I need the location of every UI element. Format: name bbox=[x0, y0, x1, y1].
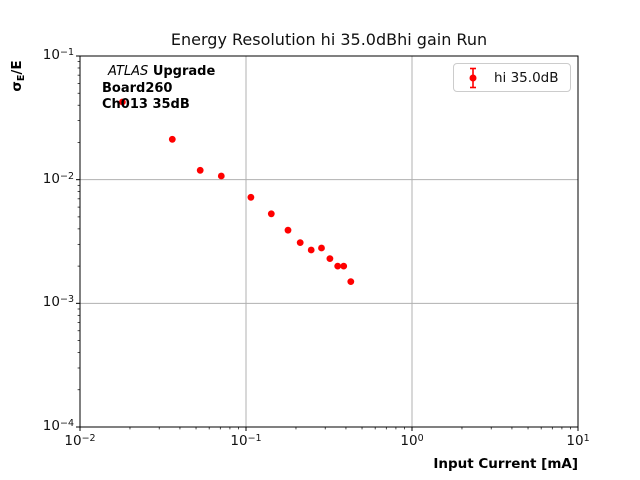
chart-title: Energy Resolution hi 35.0dBhi gain Run bbox=[170, 30, 488, 49]
data-point bbox=[196, 166, 204, 174]
data-point bbox=[217, 172, 225, 180]
y-axis-label: σE/E bbox=[9, 60, 27, 92]
data-point bbox=[168, 135, 176, 143]
tick-label: 101 bbox=[566, 433, 590, 449]
annotation-upgrade: Upgrade bbox=[152, 64, 216, 79]
data-point bbox=[267, 210, 275, 218]
legend: hi 35.0dB bbox=[453, 63, 571, 92]
tick-label: 10−3 bbox=[42, 294, 74, 311]
tick-label: 10−4 bbox=[42, 418, 74, 434]
tick-label: 10−2 bbox=[42, 170, 74, 187]
data-point bbox=[296, 239, 304, 247]
tick-label: 10−2 bbox=[64, 433, 96, 449]
errorbar-marker-icon bbox=[469, 67, 477, 88]
data-point bbox=[318, 244, 325, 252]
atlas-annotation: ATLAS Upgrade Board260 Ch013 35dB bbox=[102, 64, 215, 114]
data-point bbox=[119, 98, 126, 106]
tick-label: 100 bbox=[400, 433, 424, 449]
data-point bbox=[334, 262, 342, 270]
data-point bbox=[284, 226, 292, 234]
x-axis-label: Input Current [mA] bbox=[433, 456, 578, 472]
annotation-line-1: ATLAS Upgrade bbox=[102, 64, 215, 81]
annotation-line-2: Board260 bbox=[102, 80, 173, 96]
annotation-line-3: Ch013 35dB bbox=[102, 97, 190, 112]
annotation-atlas: ATLAS bbox=[108, 64, 149, 79]
data-point bbox=[307, 246, 315, 254]
data-point bbox=[326, 255, 334, 262]
data-point bbox=[340, 262, 348, 270]
tick-label: 10−1 bbox=[42, 47, 74, 63]
tick-label: 10−1 bbox=[230, 433, 262, 449]
data-point bbox=[247, 193, 255, 201]
data-point bbox=[347, 278, 355, 285]
legend-label: hi 35.0dB bbox=[494, 69, 559, 86]
